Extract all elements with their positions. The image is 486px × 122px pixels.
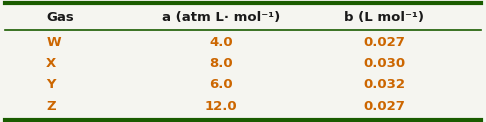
Text: Gas: Gas	[46, 11, 74, 24]
Text: 0.032: 0.032	[363, 78, 405, 91]
Text: Y: Y	[46, 78, 56, 91]
Text: 0.030: 0.030	[363, 57, 405, 70]
Text: Z: Z	[46, 100, 56, 113]
Text: 6.0: 6.0	[209, 78, 233, 91]
Text: 4.0: 4.0	[209, 36, 233, 49]
Text: X: X	[46, 57, 56, 70]
Text: 0.027: 0.027	[363, 36, 405, 49]
Text: 12.0: 12.0	[205, 100, 238, 113]
Text: 8.0: 8.0	[209, 57, 233, 70]
Text: 0.027: 0.027	[363, 100, 405, 113]
Text: b (L mol⁻¹): b (L mol⁻¹)	[344, 11, 424, 24]
Text: a (atm L· mol⁻¹): a (atm L· mol⁻¹)	[162, 11, 280, 24]
Text: W: W	[46, 36, 61, 49]
